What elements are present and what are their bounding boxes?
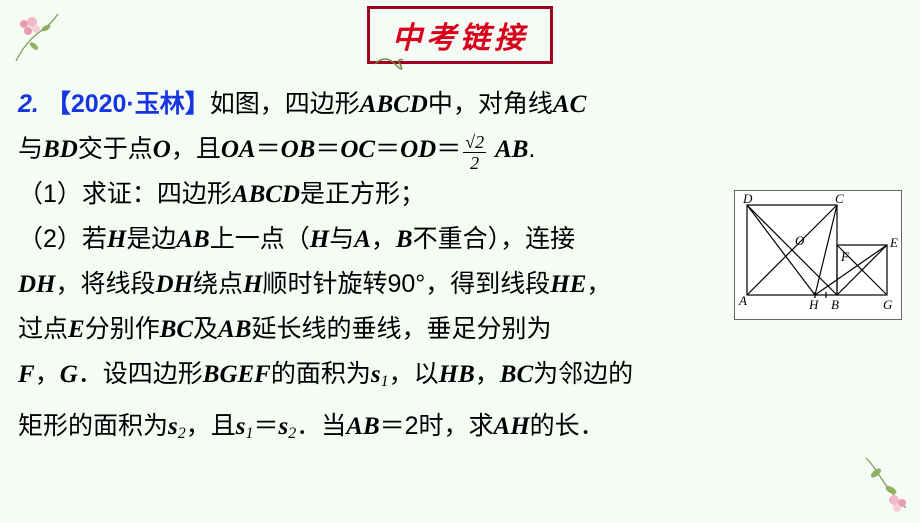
text: ，且 [171, 135, 221, 163]
sub-1: 1 [246, 425, 254, 442]
text: （2）若 [18, 225, 107, 253]
text: ，将线段 [56, 270, 156, 298]
var-s: s [279, 413, 289, 440]
text: 的长． [530, 412, 605, 440]
text: 交于点 [78, 135, 153, 163]
var-o: O [153, 136, 171, 163]
text: 及 [193, 315, 218, 343]
var-f: F [18, 361, 35, 388]
text: ．当 [296, 412, 346, 440]
fraction: √22 [463, 133, 486, 172]
frac-den: 2 [463, 153, 486, 172]
text: 过点 [18, 315, 68, 343]
var-bc: BC [500, 361, 533, 388]
label-o: O [795, 233, 805, 248]
var-ab: AB [218, 316, 251, 343]
eq: ＝ [315, 135, 340, 163]
text: 矩形的面积为 [18, 412, 168, 440]
var-ac: AC [553, 91, 586, 118]
var-abcd: ABCD [232, 181, 300, 208]
text: ．设四边形 [78, 360, 203, 388]
var-s: s [168, 413, 178, 440]
label-g: G [883, 297, 893, 312]
var-a: A [354, 226, 371, 253]
sub-1: 1 [381, 373, 389, 390]
var-b: B [396, 226, 413, 253]
text: ， [371, 225, 396, 253]
text: 不重合），连接 [413, 225, 576, 253]
var-h: H [243, 271, 262, 298]
text: 上一点（ [210, 225, 310, 253]
sub-2: 2 [178, 425, 186, 442]
var-oa: OA [221, 136, 256, 163]
var-ab: AB [176, 226, 209, 253]
label-b: B [831, 297, 839, 312]
label-f: F [840, 249, 850, 264]
var-ah: AH [494, 413, 530, 440]
text: 为邻边的 [533, 360, 633, 388]
text: 延长线的垂线，垂足分别为 [251, 315, 551, 343]
label-e: E [889, 235, 898, 250]
var-g: G [60, 361, 78, 388]
question-number: 2. [18, 90, 39, 118]
text: 顺时针旋转90°，得到线段 [262, 270, 550, 298]
text: 是边 [126, 225, 176, 253]
text: 是正方形； [300, 180, 425, 208]
text: 与 [18, 135, 43, 163]
label-a: A [738, 293, 747, 308]
title-text: 中考链接 [392, 13, 528, 57]
eq: ＝ [436, 135, 461, 163]
var-ob: OB [281, 136, 316, 163]
var-dh: DH [156, 271, 194, 298]
var-h: H [107, 226, 126, 253]
var-s: s [236, 413, 246, 440]
var-bc: BC [160, 316, 193, 343]
var-od: OD [400, 136, 436, 163]
text: 的面积为 [271, 360, 371, 388]
var-ab: AB [346, 413, 379, 440]
text: ， [35, 360, 60, 388]
text: ，以 [389, 360, 439, 388]
text: 中，对角线 [428, 90, 553, 118]
text: ， [475, 360, 500, 388]
text: 如图，四边形 [210, 90, 360, 118]
var-he: HE [550, 271, 586, 298]
geometry-diagram: D C E O F A H B G [734, 190, 902, 320]
eq: ＝ [254, 412, 279, 440]
text: 与 [329, 225, 354, 253]
var-bgef: BGEF [203, 361, 271, 388]
label-h: H [808, 297, 819, 312]
var-hb: HB [439, 361, 475, 388]
title-swirl-decoration [370, 52, 430, 81]
flower-decoration-bottom-right [846, 448, 916, 518]
flower-decoration-top-left [6, 6, 66, 66]
label-d: D [742, 191, 753, 206]
var-s: s [371, 361, 381, 388]
question-body: 2. 【2020·玉林】如图，四边形ABCD中，对角线AC 与BD交于点O，且O… [18, 82, 758, 456]
var-oc: OC [340, 136, 375, 163]
text: 分别作 [85, 315, 160, 343]
var-dh: DH [18, 271, 56, 298]
var-ab: AB [495, 136, 528, 163]
eq: ＝ [256, 135, 281, 163]
var-h: H [310, 226, 329, 253]
question-source: 【2020·玉林】 [46, 90, 210, 118]
text: ＝2时，求 [380, 412, 494, 440]
var-e: E [68, 316, 85, 343]
var-bd: BD [43, 136, 78, 163]
text: （1）求证：四边形 [18, 180, 232, 208]
var-abcd: ABCD [360, 91, 428, 118]
text: . [528, 135, 535, 163]
text: ，且 [186, 412, 236, 440]
text: ， [586, 270, 611, 298]
label-c: C [835, 191, 844, 206]
eq: ＝ [375, 135, 400, 163]
frac-num: √2 [463, 133, 486, 153]
text: 绕点 [193, 270, 243, 298]
